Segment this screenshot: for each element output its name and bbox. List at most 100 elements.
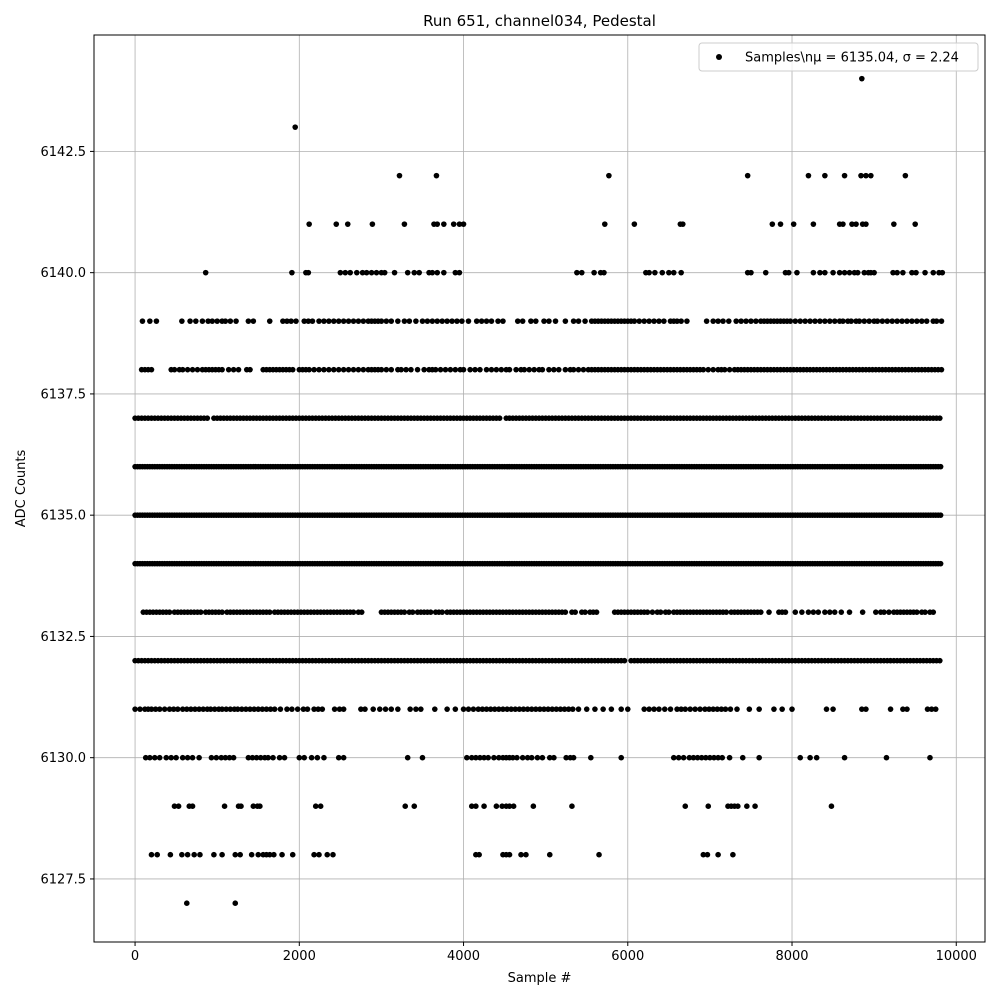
data-point [641, 706, 648, 712]
data-point [350, 609, 357, 615]
data-point [846, 609, 853, 615]
data-point [606, 172, 612, 179]
data-point [601, 269, 607, 276]
data-point [537, 706, 543, 712]
data-point [830, 269, 836, 276]
data-point [362, 706, 368, 712]
data-point [591, 269, 597, 276]
data-point [347, 269, 354, 276]
data-point [661, 706, 668, 712]
data-point [822, 318, 828, 324]
data-point [549, 706, 556, 712]
data-point [734, 706, 740, 712]
data-point [752, 803, 758, 809]
data-point [600, 706, 606, 712]
data-point [938, 366, 945, 373]
data-point [214, 318, 220, 324]
data-point [769, 221, 776, 227]
data-point [197, 851, 203, 858]
data-point [705, 366, 712, 373]
data-point [391, 269, 398, 276]
data-point [196, 754, 202, 761]
data-point [797, 754, 804, 761]
data-point [179, 754, 186, 761]
data-point [937, 463, 944, 470]
data-point [912, 221, 918, 227]
data-point [199, 318, 206, 324]
data-point [388, 366, 395, 373]
data-point [918, 318, 925, 324]
data-point [792, 318, 799, 324]
data-point [923, 318, 930, 324]
data-point [715, 754, 721, 761]
x-axis-label: Sample # [508, 971, 572, 986]
data-point [232, 900, 239, 906]
data-point [230, 366, 237, 373]
data-point [452, 269, 459, 276]
data-point [785, 269, 792, 276]
data-point [276, 754, 283, 761]
data-point [562, 609, 569, 615]
legend-marker [716, 54, 722, 60]
data-point [704, 851, 711, 858]
data-point [416, 269, 422, 276]
data-point [284, 706, 290, 712]
data-point [219, 851, 225, 858]
y-tick-label: 6142.5 [41, 145, 87, 160]
data-point [421, 366, 427, 373]
data-point [342, 269, 349, 276]
data-point [679, 221, 686, 227]
data-point [340, 366, 347, 373]
data-point [213, 754, 220, 761]
data-point [698, 754, 705, 761]
data-point [866, 318, 873, 324]
data-point [404, 269, 411, 276]
data-point [551, 754, 557, 761]
data-point [523, 851, 529, 858]
data-point [408, 366, 414, 373]
data-point [452, 366, 459, 373]
data-point [467, 366, 473, 373]
data-point [326, 366, 332, 373]
chart-title: Run 651, channel034, Pedestal [423, 12, 656, 30]
data-point [306, 366, 312, 373]
data-point [574, 269, 580, 276]
data-point [189, 803, 196, 809]
data-point [432, 366, 439, 373]
data-point [360, 318, 367, 324]
data-point [715, 851, 721, 858]
data-point [308, 754, 315, 761]
data-point [447, 366, 454, 373]
data-point [651, 706, 657, 712]
data-point [618, 706, 625, 712]
data-point [183, 900, 190, 906]
data-point [787, 318, 794, 324]
data-point [478, 318, 485, 324]
data-point [247, 706, 253, 712]
data-point [433, 172, 440, 179]
data-point [703, 318, 710, 324]
data-point [682, 706, 689, 712]
data-point [248, 851, 255, 858]
data-point [631, 318, 638, 324]
data-point [200, 706, 207, 712]
data-point [413, 706, 419, 712]
data-point [353, 269, 360, 276]
data-point [521, 366, 528, 373]
data-point [678, 318, 684, 324]
data-point [383, 318, 390, 324]
data-point [644, 609, 651, 615]
data-point [738, 318, 744, 324]
data-point [789, 706, 795, 712]
data-point [853, 221, 859, 227]
data-point [913, 269, 919, 276]
data-point [646, 318, 652, 324]
y-tick-label: 6140.0 [41, 266, 87, 281]
data-point [686, 754, 693, 761]
data-point [171, 366, 178, 373]
data-point [250, 318, 257, 324]
data-point [255, 706, 262, 712]
data-point [148, 851, 155, 858]
data-point [363, 269, 370, 276]
data-point [330, 366, 337, 373]
